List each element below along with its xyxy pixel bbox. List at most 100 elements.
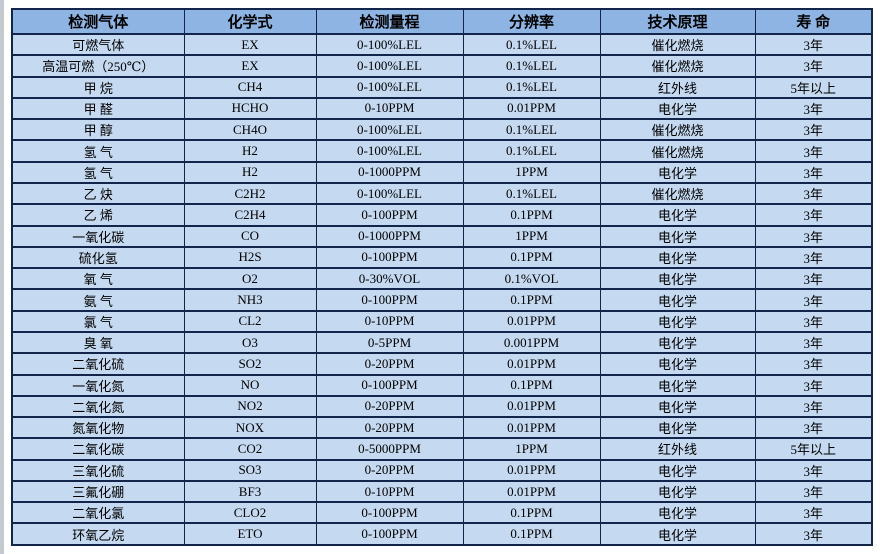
- cell-principle: 电化学: [599, 309, 756, 333]
- cell-gas: 一氧化氮: [11, 373, 185, 397]
- cell-principle: 催化燃烧: [599, 181, 756, 206]
- cell-gas: 甲 醛: [11, 96, 185, 121]
- cell-formula: CL2: [183, 309, 317, 333]
- cell-gas: 可燃气体: [11, 32, 185, 57]
- cell-resolution: 1PPM: [462, 437, 601, 461]
- cell-lifespan: 3年: [754, 139, 873, 163]
- table-row: 二氧化硫 SO2 0-20PPM 0.01PPM 电化学 3年: [11, 352, 873, 376]
- cell-principle: 红外线: [599, 437, 756, 461]
- column-header-principle: 技术原理: [599, 8, 756, 35]
- cell-gas: 氮氧化物: [11, 416, 185, 440]
- cell-range: 0-100%LEL: [315, 32, 464, 57]
- table-row: 可燃气体 EX 0-100%LEL 0.1%LEL 催化燃烧 3年: [11, 32, 873, 57]
- table-row: 乙 烯 C2H4 0-100PPM 0.1PPM 电化学 3年: [11, 203, 873, 227]
- table-row: 甲 醇 CH4O 0-100%LEL 0.1%LEL 催化燃烧 3年: [11, 118, 873, 142]
- cell-lifespan: 3年: [754, 32, 873, 57]
- cell-lifespan: 3年: [754, 479, 873, 504]
- cell-gas: 三氟化硼: [11, 479, 185, 504]
- cell-formula: SO3: [183, 458, 317, 482]
- cell-lifespan: 3年: [754, 160, 873, 184]
- cell-formula: CH4: [183, 75, 317, 99]
- page-edge-strip: [0, 0, 4, 554]
- cell-range: 0-100PPM: [315, 245, 464, 270]
- cell-principle: 催化燃烧: [599, 54, 756, 78]
- cell-principle: 红外线: [599, 75, 756, 99]
- cell-range: 0-10PPM: [315, 96, 464, 121]
- table-row: 氮氧化物 NOX 0-20PPM 0.01PPM 电化学 3年: [11, 416, 873, 440]
- cell-resolution: 0.01PPM: [462, 352, 601, 376]
- cell-formula: ETO: [183, 522, 317, 546]
- cell-principle: 电化学: [599, 416, 756, 440]
- cell-principle: 电化学: [599, 373, 756, 397]
- cell-resolution: 1PPM: [462, 160, 601, 184]
- table-row: 二氧化氮 NO2 0-20PPM 0.01PPM 电化学 3年: [11, 394, 873, 419]
- cell-lifespan: 3年: [754, 416, 873, 440]
- cell-resolution: 0.1%LEL: [462, 118, 601, 142]
- cell-principle: 催化燃烧: [599, 32, 756, 57]
- cell-resolution: 0.1%LEL: [462, 139, 601, 163]
- cell-range: 0-100%LEL: [315, 139, 464, 163]
- cell-gas: 三氧化硫: [11, 458, 185, 482]
- cell-formula: NOX: [183, 416, 317, 440]
- cell-range: 0-100PPM: [315, 522, 464, 546]
- cell-range: 0-100%LEL: [315, 75, 464, 99]
- cell-formula: C2H2: [183, 181, 317, 206]
- cell-resolution: 0.1%LEL: [462, 181, 601, 206]
- cell-gas: 氯 气: [11, 309, 185, 333]
- cell-resolution: 0.1PPM: [462, 203, 601, 227]
- cell-resolution: 0.01PPM: [462, 309, 601, 333]
- cell-principle: 电化学: [599, 224, 756, 248]
- cell-gas: 二氧化硫: [11, 352, 185, 376]
- cell-range: 0-100%LEL: [315, 118, 464, 142]
- cell-resolution: 0.1PPM: [462, 245, 601, 270]
- cell-formula: NH3: [183, 288, 317, 312]
- cell-gas: 氧 气: [11, 267, 185, 291]
- cell-gas: 环氧乙烷: [11, 522, 185, 546]
- cell-range: 0-5PPM: [315, 330, 464, 355]
- cell-lifespan: 3年: [754, 522, 873, 546]
- cell-lifespan: 3年: [754, 96, 873, 121]
- cell-lifespan: 3年: [754, 267, 873, 291]
- cell-lifespan: 3年: [754, 54, 873, 78]
- cell-principle: 催化燃烧: [599, 118, 756, 142]
- cell-formula: O3: [183, 330, 317, 355]
- table-row: 硫化氢 H2S 0-100PPM 0.1PPM 电化学 3年: [11, 245, 873, 270]
- cell-resolution: 0.01PPM: [462, 479, 601, 504]
- cell-formula: H2: [183, 160, 317, 184]
- cell-range: 0-100%LEL: [315, 181, 464, 206]
- cell-range: 0-100PPM: [315, 501, 464, 525]
- cell-resolution: 0.001PPM: [462, 330, 601, 355]
- table-row: 一氧化碳 CO 0-1000PPM 1PPM 电化学 3年: [11, 224, 873, 248]
- cell-lifespan: 3年: [754, 118, 873, 142]
- cell-resolution: 0.1PPM: [462, 501, 601, 525]
- cell-principle: 电化学: [599, 330, 756, 355]
- table-row: 一氧化氮 NO 0-100PPM 0.1PPM 电化学 3年: [11, 373, 873, 397]
- table-row: 乙 炔 C2H2 0-100%LEL 0.1%LEL 催化燃烧 3年: [11, 181, 873, 206]
- cell-principle: 电化学: [599, 96, 756, 121]
- table-row: 二氧化碳 CO2 0-5000PPM 1PPM 红外线 5年以上: [11, 437, 873, 461]
- table-row: 甲 醛 HCHO 0-10PPM 0.01PPM 电化学 3年: [11, 96, 873, 121]
- cell-principle: 电化学: [599, 267, 756, 291]
- cell-lifespan: 3年: [754, 458, 873, 482]
- column-header-gas: 检测气体: [11, 8, 185, 35]
- cell-resolution: 0.01PPM: [462, 416, 601, 440]
- cell-gas: 乙 烯: [11, 203, 185, 227]
- cell-resolution: 0.1PPM: [462, 288, 601, 312]
- cell-range: 0-100PPM: [315, 288, 464, 312]
- cell-range: 0-5000PPM: [315, 437, 464, 461]
- cell-formula: H2S: [183, 245, 317, 270]
- column-header-lifespan: 寿 命: [754, 8, 873, 35]
- cell-resolution: 0.1%LEL: [462, 54, 601, 78]
- cell-formula: CLO2: [183, 501, 317, 525]
- cell-range: 0-1000PPM: [315, 160, 464, 184]
- cell-gas: 二氧化碳: [11, 437, 185, 461]
- cell-principle: 电化学: [599, 501, 756, 525]
- cell-resolution: 0.1PPM: [462, 373, 601, 397]
- cell-lifespan: 3年: [754, 330, 873, 355]
- table-row: 三氟化硼 BF3 0-10PPM 0.01PPM 电化学 3年: [11, 479, 873, 504]
- cell-range: 0-30%VOL: [315, 267, 464, 291]
- cell-range: 0-100%LEL: [315, 54, 464, 78]
- table-row: 二氧化氯 CLO2 0-100PPM 0.1PPM 电化学 3年: [11, 501, 873, 525]
- cell-formula: O2: [183, 267, 317, 291]
- cell-formula: NO: [183, 373, 317, 397]
